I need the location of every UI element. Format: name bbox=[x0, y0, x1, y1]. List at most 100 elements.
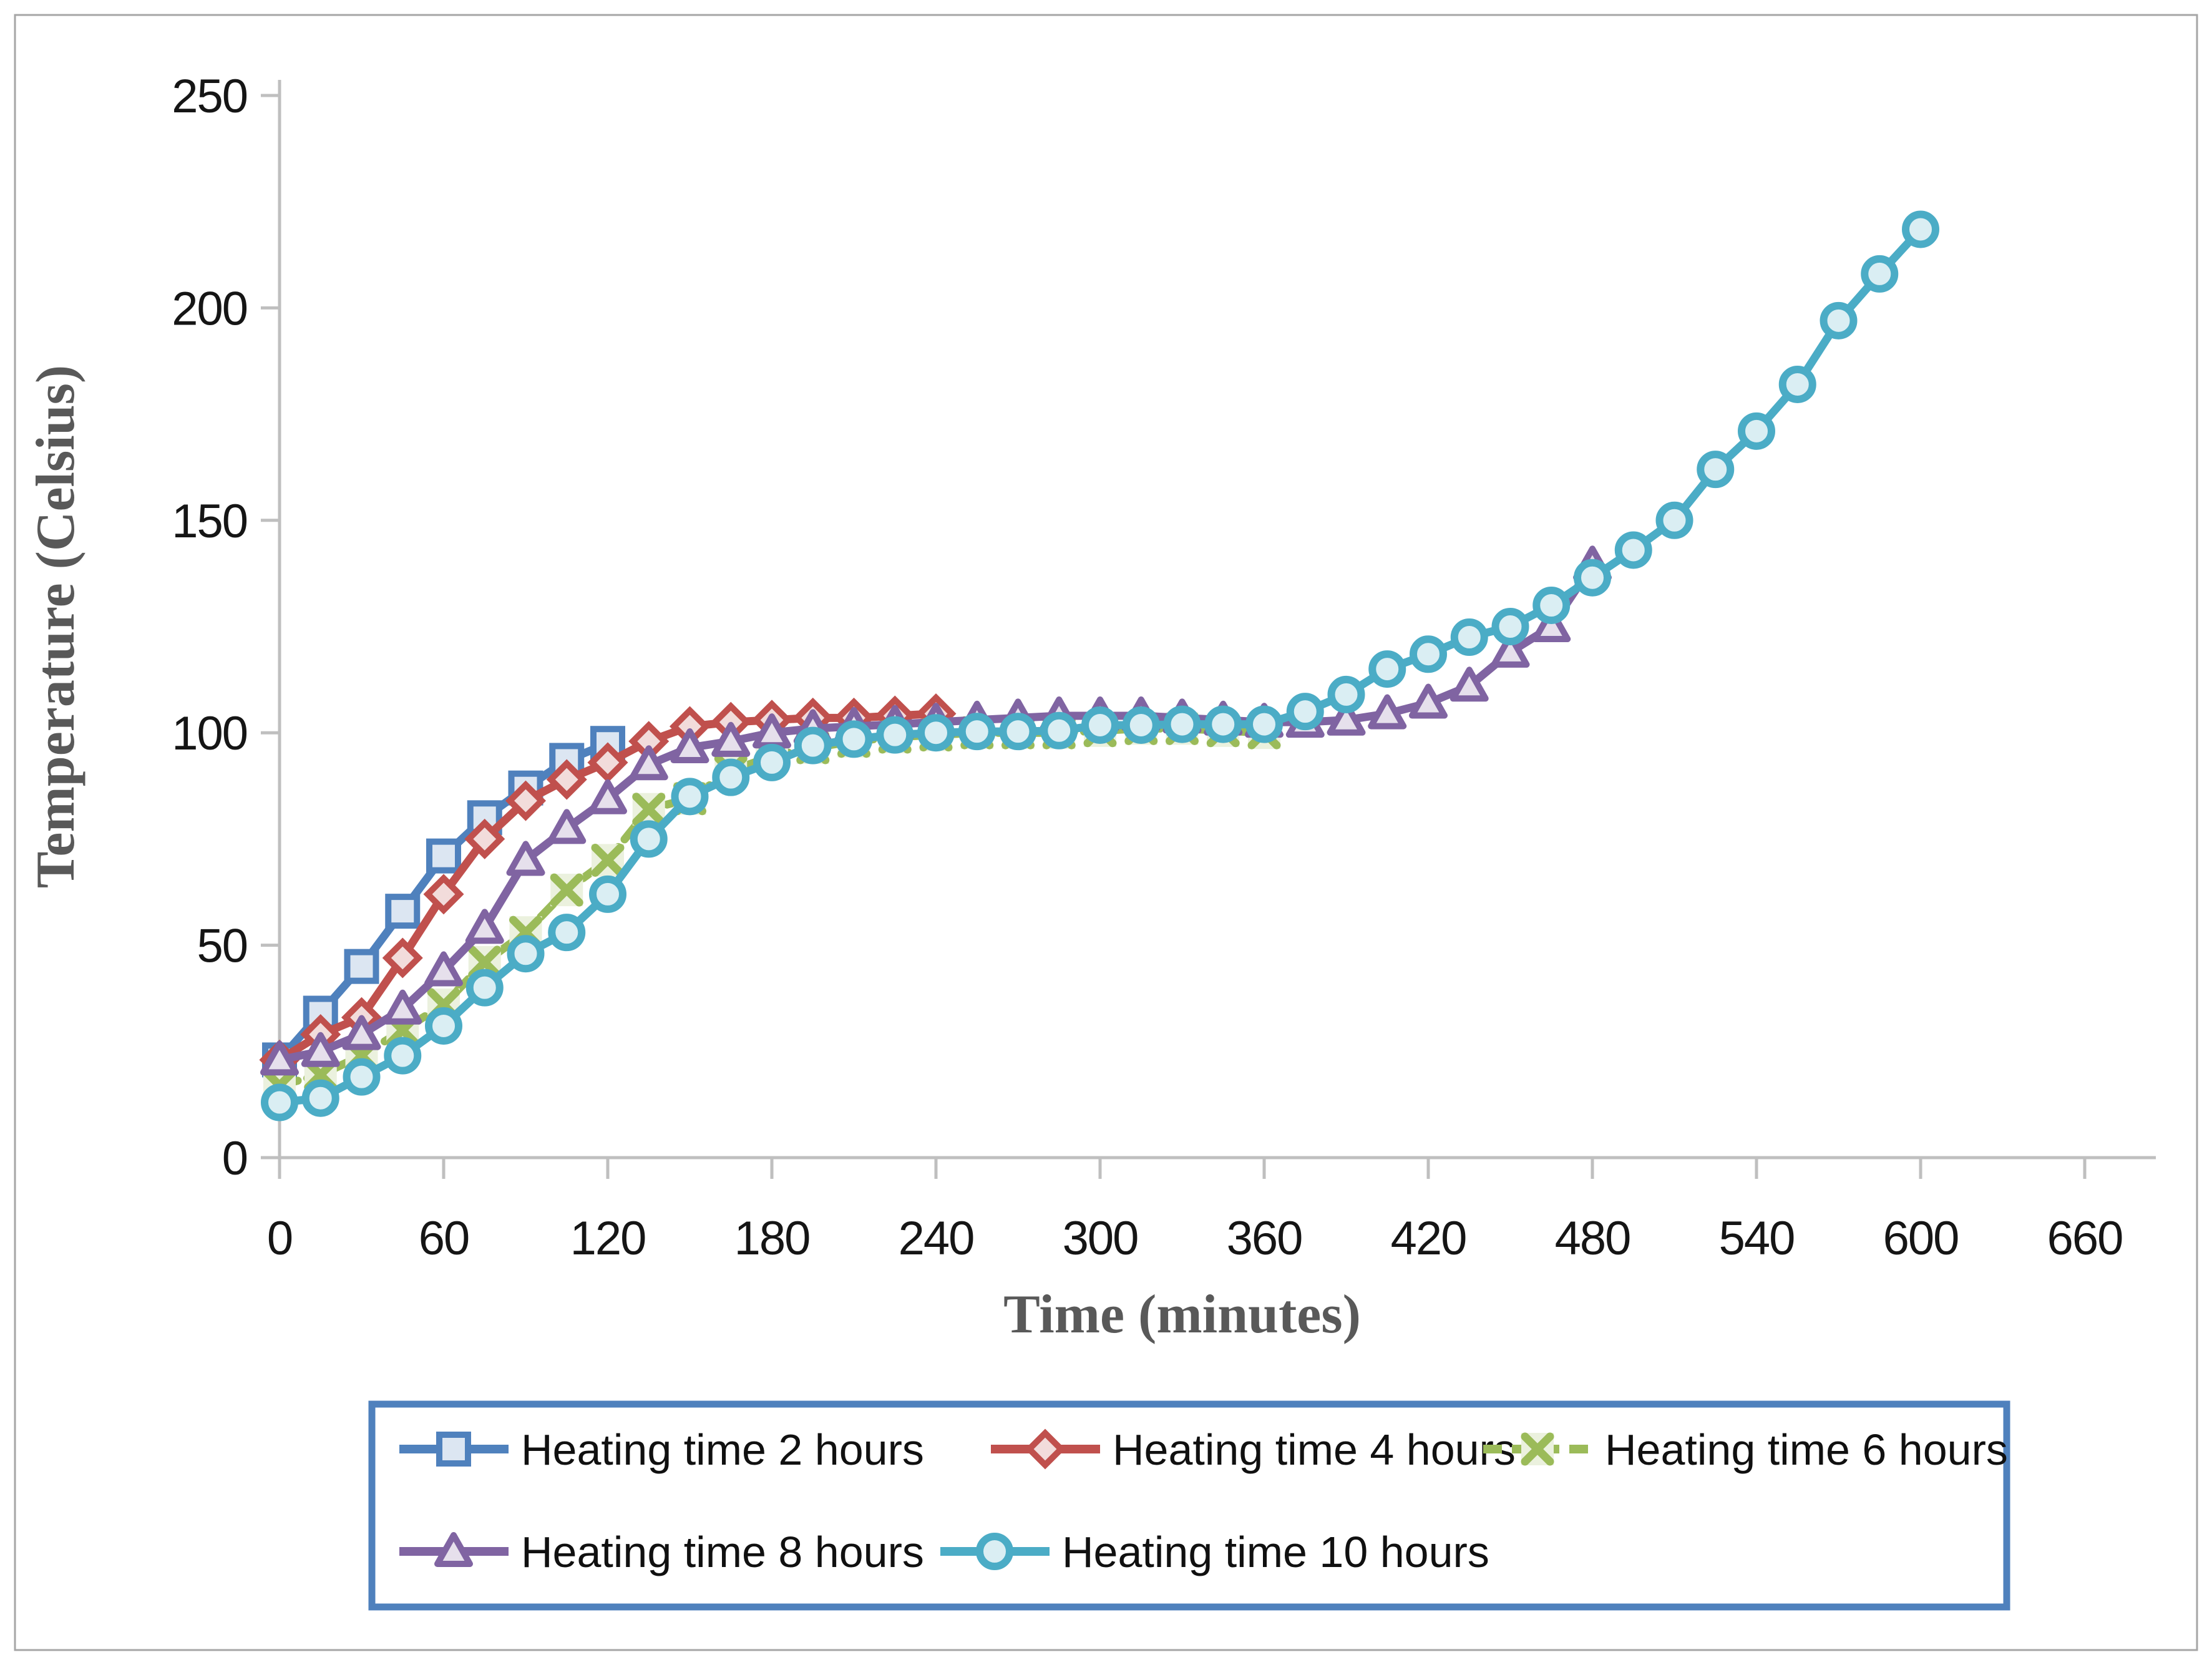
legend-item-heating-time-2-hours: Heating time 2 hours bbox=[399, 1425, 924, 1474]
legend-item-label: Heating time 10 hours bbox=[1062, 1528, 1489, 1576]
triangle-marker bbox=[301, 1032, 340, 1067]
diamond-marker bbox=[464, 818, 505, 859]
legend-item-heating-time-10-hours: Heating time 10 hours bbox=[940, 1528, 1489, 1576]
x-tick-label: 240 bbox=[899, 1212, 974, 1265]
triangle-marker bbox=[465, 909, 504, 944]
circle-marker bbox=[753, 743, 791, 781]
diamond-marker bbox=[423, 874, 464, 915]
legend-item-label: Heating time 8 hours bbox=[521, 1528, 924, 1576]
circle-marker bbox=[1861, 255, 1899, 293]
y-tick-label: 250 bbox=[172, 70, 247, 123]
circle-marker bbox=[999, 713, 1037, 751]
circle-marker bbox=[1614, 531, 1652, 569]
legend: Heating time 2 hours Heating time 4 hours… bbox=[368, 1400, 2010, 1611]
x-marker bbox=[550, 873, 583, 907]
legend-item-heating-time-6-hours: Heating time 6 hours bbox=[1483, 1425, 2008, 1474]
x-tick-label: 660 bbox=[2047, 1212, 2123, 1265]
triangle-marker bbox=[629, 745, 668, 781]
circle-marker bbox=[1574, 559, 1611, 597]
circle-marker bbox=[1040, 711, 1078, 749]
legend-item-label: Heating time 4 hours bbox=[1113, 1425, 1516, 1474]
y-axis-title: Temperature (Celsius) bbox=[26, 365, 86, 888]
circle-marker bbox=[1245, 705, 1283, 743]
circle-marker bbox=[1491, 608, 1529, 645]
tick-labels: 0 60 120 180 240 300 360 420 480 540 600 660 0 50 100 1… bbox=[172, 70, 2123, 1265]
triangle-marker bbox=[1327, 700, 1366, 736]
triangle-marker bbox=[1491, 632, 1530, 668]
triangle-marker bbox=[506, 841, 545, 876]
triangle-marker bbox=[342, 1015, 381, 1050]
triangle-marker bbox=[588, 779, 627, 814]
circle-marker bbox=[1655, 501, 1693, 539]
diamond-marker bbox=[1025, 1428, 1066, 1470]
square-marker bbox=[344, 949, 379, 984]
series-heating-time-10-hours bbox=[261, 210, 1939, 1121]
circle-marker bbox=[384, 1037, 422, 1075]
circle-marker bbox=[1286, 693, 1324, 731]
legend-item-label: Heating time 2 hours bbox=[521, 1425, 924, 1474]
circle-marker bbox=[301, 1079, 339, 1117]
triangle-marker bbox=[1449, 666, 1489, 702]
diamond-marker bbox=[628, 721, 670, 762]
diamond-marker bbox=[505, 780, 547, 821]
figure-border bbox=[14, 14, 2198, 1651]
triangle-marker bbox=[547, 809, 587, 844]
x-tick-label: 300 bbox=[1063, 1212, 1138, 1265]
x-tick-label: 360 bbox=[1227, 1212, 1302, 1265]
circle-marker bbox=[876, 716, 914, 754]
triangle-marker bbox=[1368, 694, 1407, 730]
x-tick-label: 480 bbox=[1555, 1212, 1630, 1265]
x-marker bbox=[632, 793, 666, 826]
circle-marker bbox=[1778, 365, 1816, 403]
x-tick-label: 420 bbox=[1391, 1212, 1466, 1265]
triangle-marker bbox=[260, 1040, 299, 1076]
axes bbox=[261, 80, 2156, 1179]
x-tick-label: 60 bbox=[419, 1212, 469, 1265]
circle-marker bbox=[261, 1083, 298, 1121]
x-tick-label: 180 bbox=[734, 1212, 810, 1265]
circle-marker bbox=[1204, 705, 1242, 743]
square-marker bbox=[303, 995, 338, 1031]
circle-marker bbox=[1122, 706, 1160, 744]
triangle-marker bbox=[434, 1532, 473, 1567]
diamond-marker bbox=[669, 706, 711, 747]
x-marker bbox=[468, 945, 502, 979]
y-tick-label: 200 bbox=[172, 282, 247, 335]
circle-marker bbox=[794, 726, 832, 764]
triangle-marker bbox=[424, 951, 463, 987]
legend-item-label: Heating time 6 hours bbox=[1605, 1425, 2008, 1474]
circle-marker bbox=[1532, 586, 1571, 624]
circle-marker bbox=[465, 969, 504, 1007]
circle-marker bbox=[425, 1007, 462, 1045]
circle-marker bbox=[1697, 451, 1735, 489]
circle-marker bbox=[1368, 650, 1406, 688]
circle-marker bbox=[1327, 675, 1365, 713]
legend-box bbox=[368, 1400, 2010, 1611]
y-tick-label: 0 bbox=[222, 1132, 247, 1185]
circle-marker bbox=[548, 914, 586, 952]
circle-marker bbox=[589, 875, 626, 913]
circle-marker bbox=[1902, 210, 1939, 248]
circle-marker bbox=[507, 935, 545, 973]
triangle-marker bbox=[383, 989, 422, 1025]
circle-marker bbox=[671, 778, 709, 816]
diamond-marker bbox=[382, 937, 423, 979]
diamond-marker bbox=[546, 759, 587, 800]
x-tick-label: 540 bbox=[1719, 1212, 1795, 1265]
triangle-marker bbox=[711, 721, 751, 757]
legend-item-heating-time-8-hours: Heating time 8 hours bbox=[399, 1528, 924, 1576]
x-marker bbox=[1521, 1432, 1554, 1466]
x-marker bbox=[591, 843, 625, 877]
circle-marker bbox=[1738, 412, 1775, 450]
x-axis-title: Time (minutes) bbox=[1003, 1284, 1361, 1345]
circle-marker bbox=[835, 720, 873, 758]
y-tick-label: 100 bbox=[172, 707, 247, 760]
square-marker bbox=[385, 894, 421, 929]
square-marker bbox=[436, 1432, 471, 1467]
circle-marker bbox=[712, 758, 750, 796]
circle-marker bbox=[1081, 706, 1119, 744]
triangle-marker bbox=[670, 728, 709, 764]
x-tick-label: 120 bbox=[570, 1212, 646, 1265]
